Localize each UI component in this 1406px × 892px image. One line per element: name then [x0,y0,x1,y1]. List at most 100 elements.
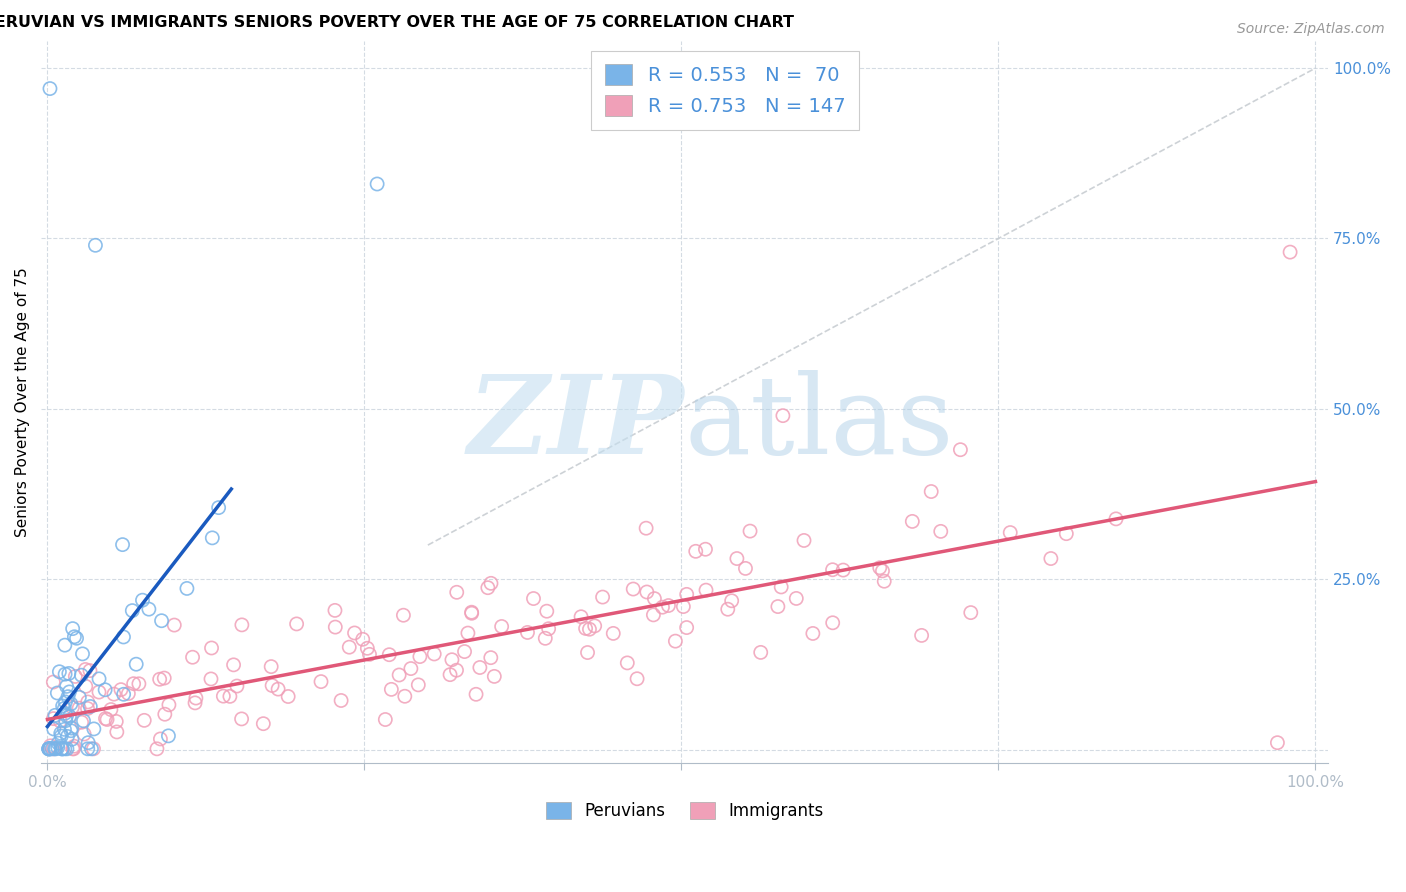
Point [592,590,614,604]
Point [76,695,98,709]
Point [200,672,222,686]
Point [651,600,673,615]
Point [153,671,176,685]
Point [717,602,740,616]
Point [574,622,596,636]
Point [38,741,60,756]
Point [959,606,981,620]
Point [44,708,66,723]
Point [457,626,479,640]
Point [643,591,665,606]
Text: ZIP: ZIP [468,370,685,477]
Point [408,678,430,692]
Point [51,729,73,743]
Point [460,607,482,621]
Point [157,698,180,712]
Point [465,687,488,701]
Point [1267,736,1289,750]
Point [58,666,80,681]
Point [392,608,415,623]
Point [772,409,794,423]
Point [643,607,665,622]
Point [38,741,60,756]
Point [45,741,67,756]
Point [53,701,76,715]
Point [75,679,97,693]
Point [277,690,299,704]
Point [749,645,772,659]
Point [149,672,172,686]
Point [695,583,717,598]
Point [150,614,173,628]
Point [46,740,69,755]
Point [134,714,156,728]
Point [207,500,229,515]
Point [41,741,63,756]
Point [176,582,198,596]
Point [484,669,506,683]
Point [53,723,76,737]
Point [55,695,77,709]
Point [83,722,105,736]
Point [260,659,283,673]
Point [153,707,176,722]
Point [62,700,84,714]
Point [734,561,756,575]
Point [621,582,644,596]
Point [55,708,77,723]
Point [439,667,461,681]
Point [440,653,463,667]
Point [100,702,122,716]
Point [479,576,502,591]
Point [352,632,374,647]
Point [323,603,346,617]
Point [42,741,65,756]
Point [409,649,432,664]
Point [80,741,103,756]
Point [52,698,75,713]
Point [725,551,748,566]
Legend: Peruvians, Immigrants: Peruvians, Immigrants [538,796,831,827]
Point [200,640,222,655]
Point [929,524,952,539]
Point [44,741,66,756]
Point [63,630,86,644]
Point [125,657,148,672]
Point [38,741,60,756]
Point [94,682,117,697]
Point [785,591,807,606]
Point [46,736,69,750]
Point [70,668,93,682]
Point [309,674,332,689]
Point [38,741,60,756]
Point [67,701,90,715]
Point [55,679,77,693]
Point [39,81,62,95]
Point [537,622,560,636]
Point [920,484,942,499]
Point [181,650,204,665]
Point [60,721,83,735]
Point [534,632,557,646]
Point [65,632,87,646]
Point [380,682,402,697]
Point [366,177,388,191]
Point [219,690,242,704]
Point [112,630,135,644]
Point [58,709,80,723]
Point [38,741,60,756]
Point [75,663,97,677]
Point [872,564,894,578]
Point [56,741,79,756]
Point [1105,512,1128,526]
Point [657,599,679,613]
Point [446,663,468,677]
Point [146,741,169,756]
Point [73,727,96,741]
Point [63,739,86,754]
Point [770,580,793,594]
Point [583,619,606,633]
Y-axis label: Seniors Poverty Over the Age of 75: Seniors Poverty Over the Age of 75 [15,267,30,537]
Point [51,741,73,756]
Point [1039,551,1062,566]
